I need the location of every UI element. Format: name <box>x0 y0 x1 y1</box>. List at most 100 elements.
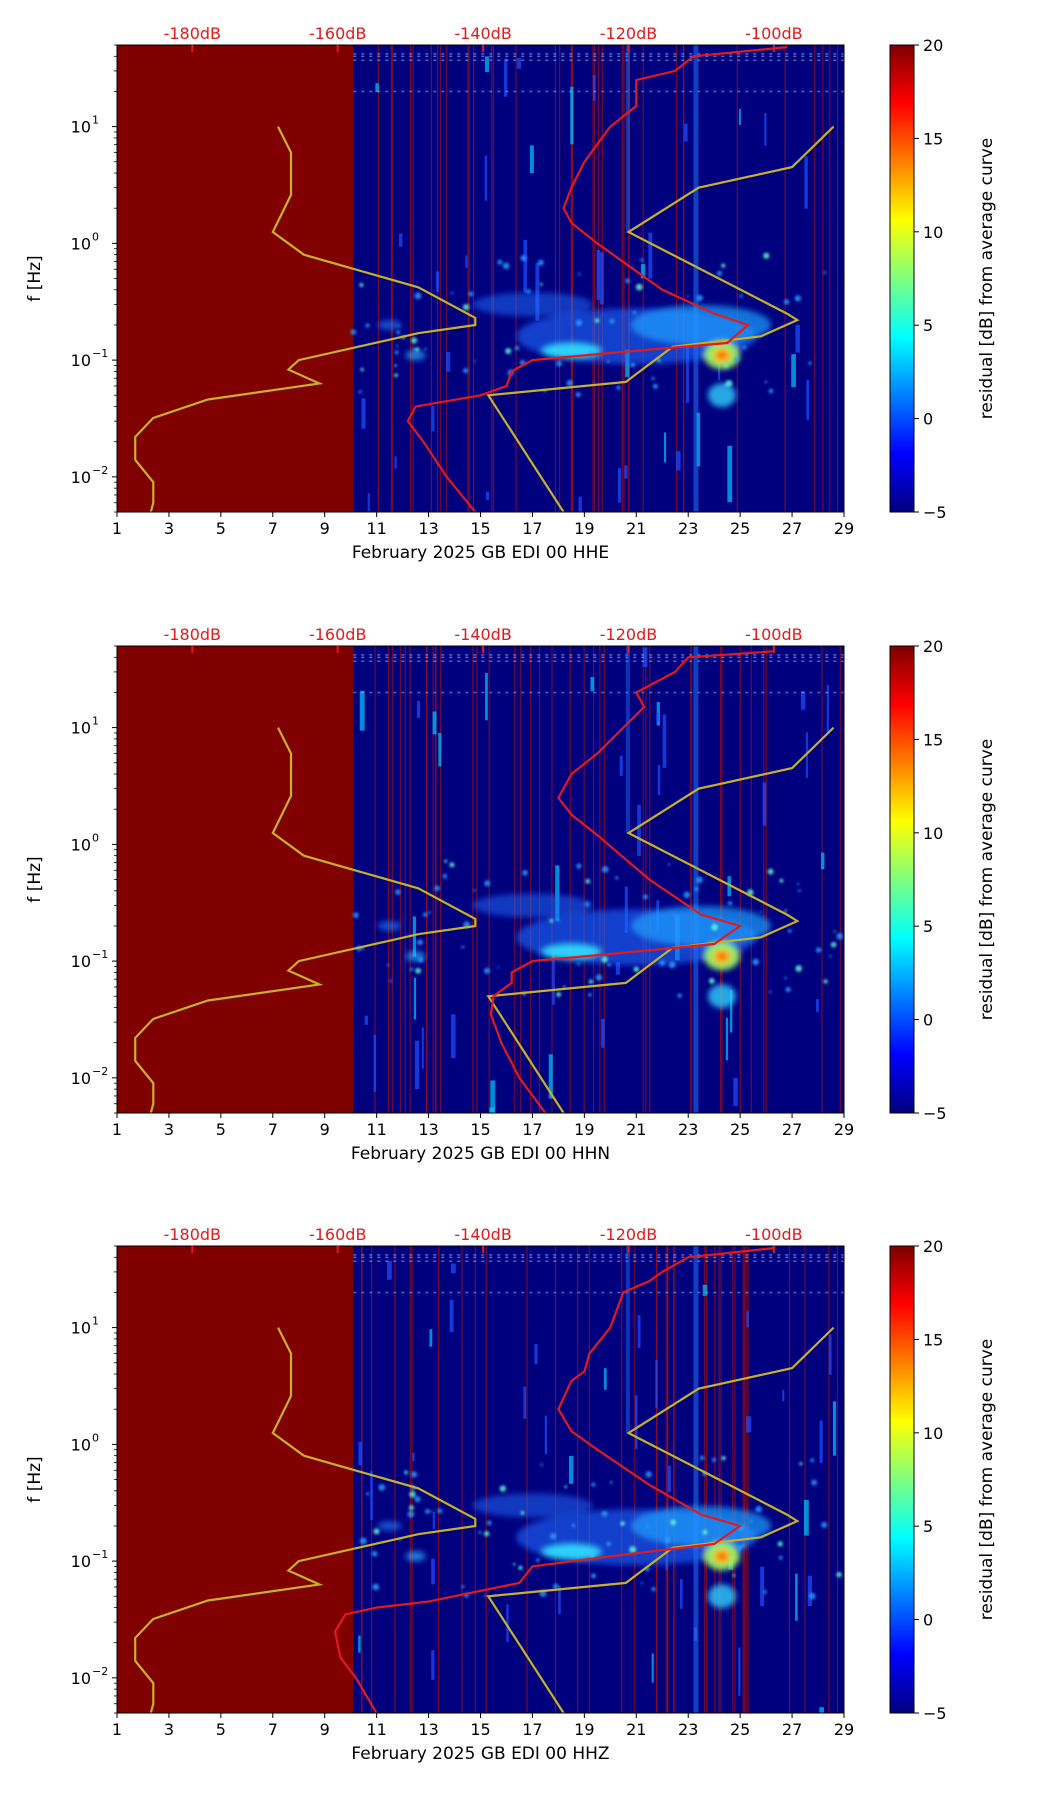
speckle <box>787 929 792 933</box>
speckle <box>823 979 828 984</box>
gap-stripe <box>836 45 839 512</box>
x-tick-label: 29 <box>834 1120 854 1139</box>
speckle <box>643 894 648 900</box>
y-tick-label-base: 10 <box>71 1319 91 1338</box>
x-tick-label: 9 <box>320 1120 330 1139</box>
transient-streak <box>535 263 540 321</box>
speckle <box>564 1485 568 1489</box>
speckle <box>566 379 574 387</box>
transient-streak <box>676 451 681 471</box>
speckle <box>722 383 727 388</box>
speckle <box>833 930 836 933</box>
transient-streak <box>634 1395 638 1450</box>
speckle <box>768 388 774 394</box>
speckle <box>830 941 837 948</box>
bright-column <box>693 1246 699 1713</box>
speckle <box>836 1571 842 1578</box>
speckle <box>808 361 812 365</box>
speckle <box>553 1583 559 1590</box>
colorbar-label: residual [dB] from average curve <box>977 1339 997 1620</box>
gap-stripe <box>704 1246 706 1713</box>
speckle <box>462 303 470 311</box>
transient-streak <box>548 1054 553 1099</box>
gap-stripe <box>439 45 441 512</box>
microseism-haze <box>472 292 593 317</box>
gap-stripe <box>438 1246 440 1713</box>
transient-streak <box>615 962 621 975</box>
speckle <box>752 958 760 966</box>
x-tick-label: 9 <box>320 1720 330 1739</box>
colorbar <box>889 1245 915 1714</box>
db-tick-label: -120dB <box>600 1225 657 1244</box>
x-tick-label: 29 <box>834 519 854 538</box>
microseism-haze <box>541 1543 602 1560</box>
speckle <box>727 900 733 906</box>
gap-stripe <box>593 45 596 512</box>
speckle <box>422 912 428 918</box>
db-tick-label: -140dB <box>454 1225 511 1244</box>
gap-stripe <box>628 45 630 512</box>
microseism-haze <box>707 1584 736 1609</box>
speckle <box>795 965 803 972</box>
microseism-haze <box>472 893 593 918</box>
colorbar-tick-label: 20 <box>923 36 943 55</box>
colorbar-tick-label: 20 <box>923 1237 943 1256</box>
gap-stripe <box>412 45 414 512</box>
speckle <box>769 990 772 993</box>
transient-streak <box>603 1368 607 1390</box>
transient-streak <box>663 432 667 463</box>
x-axis-label: February 2025 GB EDI 00 HHE <box>352 543 609 563</box>
speckle <box>410 337 418 344</box>
speckle <box>424 347 427 351</box>
gap-stripe <box>515 45 517 512</box>
microseism-peak <box>717 352 726 359</box>
transient-streak <box>506 1604 509 1643</box>
gap-stripe <box>473 45 475 512</box>
db-tick-label: -140dB <box>454 24 511 43</box>
speckle <box>483 967 491 974</box>
gap-stripe <box>409 45 412 512</box>
db-tick-label: -100dB <box>745 1225 802 1244</box>
transient-streak <box>642 647 648 667</box>
transient-streak <box>431 1558 435 1585</box>
y-tick-label-base: 10 <box>71 1435 91 1454</box>
transient-streak <box>617 468 622 503</box>
gap-stripe <box>829 45 831 512</box>
y-tick-label-base: 10 <box>71 1552 91 1571</box>
gap-stripe <box>571 45 574 512</box>
transient-streak <box>820 852 825 870</box>
transient-streak <box>828 1334 832 1375</box>
speckle <box>497 966 500 969</box>
transient-streak <box>679 1579 683 1609</box>
y-tick-label-base: 10 <box>71 118 91 137</box>
speckle <box>767 868 774 875</box>
speckle <box>414 292 422 300</box>
transient-streak <box>746 1311 749 1328</box>
gap-stripe <box>642 646 644 1113</box>
high-noise-model-curve <box>486 1326 835 1713</box>
speckle <box>394 364 397 367</box>
gap-stripe <box>721 646 723 1113</box>
gap-stripe <box>621 1246 623 1713</box>
gap-stripe <box>623 45 625 512</box>
x-tick-label: 3 <box>164 1720 174 1739</box>
gap-stripe <box>430 45 432 512</box>
speckle <box>360 367 364 372</box>
transient-streak <box>358 1441 363 1466</box>
transient-streak <box>421 1027 424 1069</box>
speckle <box>397 324 400 327</box>
speckle <box>796 882 800 886</box>
speckle <box>724 364 729 368</box>
speckle <box>783 299 790 305</box>
speckle <box>702 1529 708 1535</box>
x-tick-label: 21 <box>626 1120 646 1139</box>
transient-streak <box>436 271 440 292</box>
speckle <box>437 1508 443 1514</box>
transient-streak <box>485 672 488 721</box>
transient-streak <box>544 1415 548 1455</box>
colorbar-tick-label: 0 <box>923 1611 933 1630</box>
microseism-haze <box>405 350 426 361</box>
speckle <box>591 1482 596 1487</box>
speckle <box>615 876 619 880</box>
speckle <box>514 345 520 351</box>
